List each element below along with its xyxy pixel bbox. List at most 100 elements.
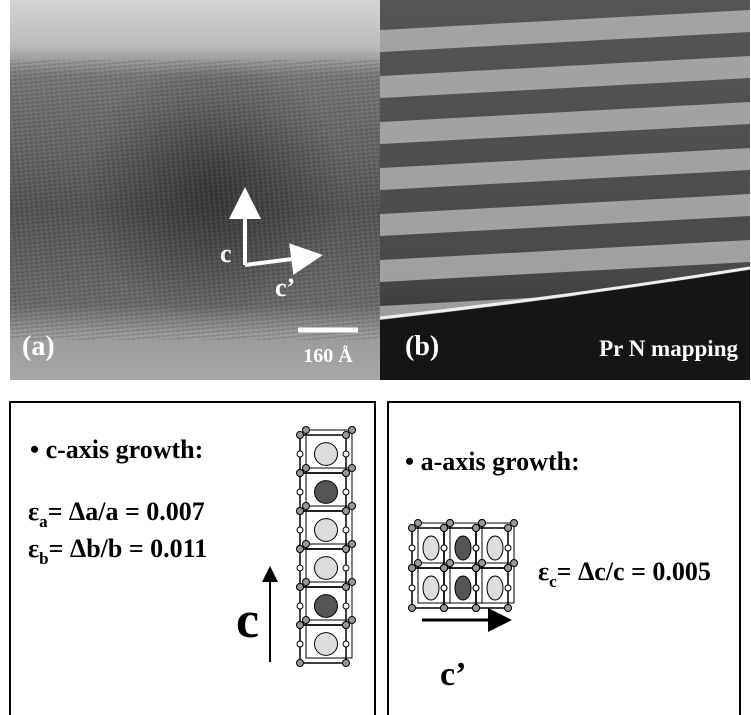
atom [479,520,486,527]
equation: εc= Δc/c = 0.005 [538,557,711,591]
atom [343,546,350,553]
atom [349,617,356,624]
atom [409,565,416,572]
atom [349,503,356,510]
atom [505,605,512,612]
atom [473,605,480,612]
atom [415,520,422,527]
atom [511,520,518,527]
atom [303,541,310,548]
atom [473,585,479,591]
atom [343,584,350,591]
atom [315,519,338,542]
panel-label: (a) [22,331,55,362]
atom [343,508,350,515]
panel-a: c c’ (a) 160 Å [10,0,380,380]
figure: c c’ (a) 160 Å (b) Pr N mapping • c-axis… [0,0,751,715]
scale-label: 160 Å [303,344,353,367]
atom [297,508,304,515]
equation: εa= Δa/a = 0.007 [28,497,205,531]
atom [303,503,310,510]
atom [505,565,512,572]
atom [297,432,304,439]
atom [297,489,303,495]
axis-label: c’ [440,656,466,693]
caption: Pr N mapping [599,336,738,361]
atom [297,660,304,667]
atom [505,545,511,551]
atom [455,536,471,560]
atom [409,585,415,591]
atom [315,633,338,656]
atom [487,576,503,600]
atom [441,605,448,612]
axis-label: c’ [275,273,295,302]
atom [297,565,303,571]
atom [315,481,338,504]
atom [297,622,304,629]
symbol: ε [28,497,39,526]
atom [315,443,338,466]
atom [343,641,349,647]
atom [303,617,310,624]
atom [349,579,356,586]
atom [511,560,518,567]
atom [343,470,350,477]
atom [415,560,422,567]
atom [349,541,356,548]
atom [343,451,349,457]
atom [297,470,304,477]
atom [447,520,454,527]
lattice-fringes [10,60,380,340]
atom [297,451,303,457]
atom [303,465,310,472]
atom [343,603,349,609]
equation-text: = Δa/a = 0.007 [48,497,205,526]
atom [423,576,439,600]
atom [343,565,349,571]
atom [505,525,512,532]
equation: εb= Δb/b = 0.011 [28,534,207,568]
atom [343,622,350,629]
atom [343,660,350,667]
atom [487,536,503,560]
panel-b: (b) Pr N mapping [380,0,750,380]
equation-text: = Δb/b = 0.011 [49,534,208,563]
atom [455,576,471,600]
symbol: ε [28,534,39,563]
atom [297,584,304,591]
atom [315,595,338,618]
atom [409,545,415,551]
atom [343,527,349,533]
atom [409,605,416,612]
subscript: b [39,549,48,568]
atom [441,545,447,551]
atom [303,579,310,586]
atom [343,432,350,439]
atom [447,560,454,567]
panel-label: (b) [405,331,439,362]
atom [473,525,480,532]
atom [297,546,304,553]
atom [441,525,448,532]
atom [297,641,303,647]
atom [441,565,448,572]
atom [423,536,439,560]
symbol: ε [538,557,549,586]
atom [349,465,356,472]
atom [479,560,486,567]
heading: • c-axis growth: [30,435,203,464]
atom [349,427,356,434]
equation-text: = Δc/c = 0.005 [557,557,711,586]
atom [343,489,349,495]
atom [297,603,303,609]
atom [409,525,416,532]
atom [315,557,338,580]
axis-label: c [220,239,232,268]
atom [297,527,303,533]
atom [303,427,310,434]
atom [473,545,479,551]
atom [441,585,447,591]
atom [505,585,511,591]
atom [473,565,480,572]
